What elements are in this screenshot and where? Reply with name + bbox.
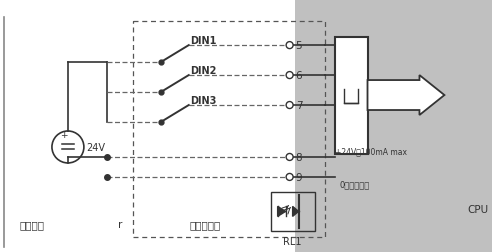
Text: 0（隔离的）: 0（隔离的） bbox=[340, 179, 370, 188]
Bar bbox=[295, 0, 493, 252]
Text: 光电隔离的: 光电隔离的 bbox=[190, 219, 221, 229]
Text: 7: 7 bbox=[296, 101, 302, 111]
Text: CPU: CPU bbox=[467, 204, 489, 214]
Polygon shape bbox=[278, 207, 285, 216]
Text: 6: 6 bbox=[296, 71, 302, 81]
Text: 24V: 24V bbox=[86, 142, 105, 152]
Text: +: + bbox=[60, 131, 68, 140]
Text: +24V（100mA max: +24V（100mA max bbox=[335, 146, 407, 155]
Polygon shape bbox=[293, 207, 299, 216]
Circle shape bbox=[286, 154, 293, 161]
Circle shape bbox=[286, 102, 293, 109]
Bar bbox=[271, 192, 315, 231]
Circle shape bbox=[286, 174, 293, 181]
Circle shape bbox=[286, 72, 293, 79]
Text: DIN2: DIN2 bbox=[190, 66, 216, 76]
FancyArrow shape bbox=[367, 76, 444, 116]
Text: DIN1: DIN1 bbox=[190, 36, 216, 46]
Text: 5: 5 bbox=[296, 41, 302, 51]
Bar bbox=[335, 38, 367, 154]
Text: DIN3: DIN3 bbox=[190, 96, 216, 106]
Text: RL1: RL1 bbox=[283, 236, 302, 246]
Text: 9: 9 bbox=[296, 172, 302, 182]
Bar bbox=[0, 0, 295, 252]
Text: 8: 8 bbox=[296, 152, 302, 162]
Circle shape bbox=[286, 42, 293, 49]
Text: r: r bbox=[118, 219, 122, 229]
Text: 外接电源: 外接电源 bbox=[20, 219, 45, 229]
